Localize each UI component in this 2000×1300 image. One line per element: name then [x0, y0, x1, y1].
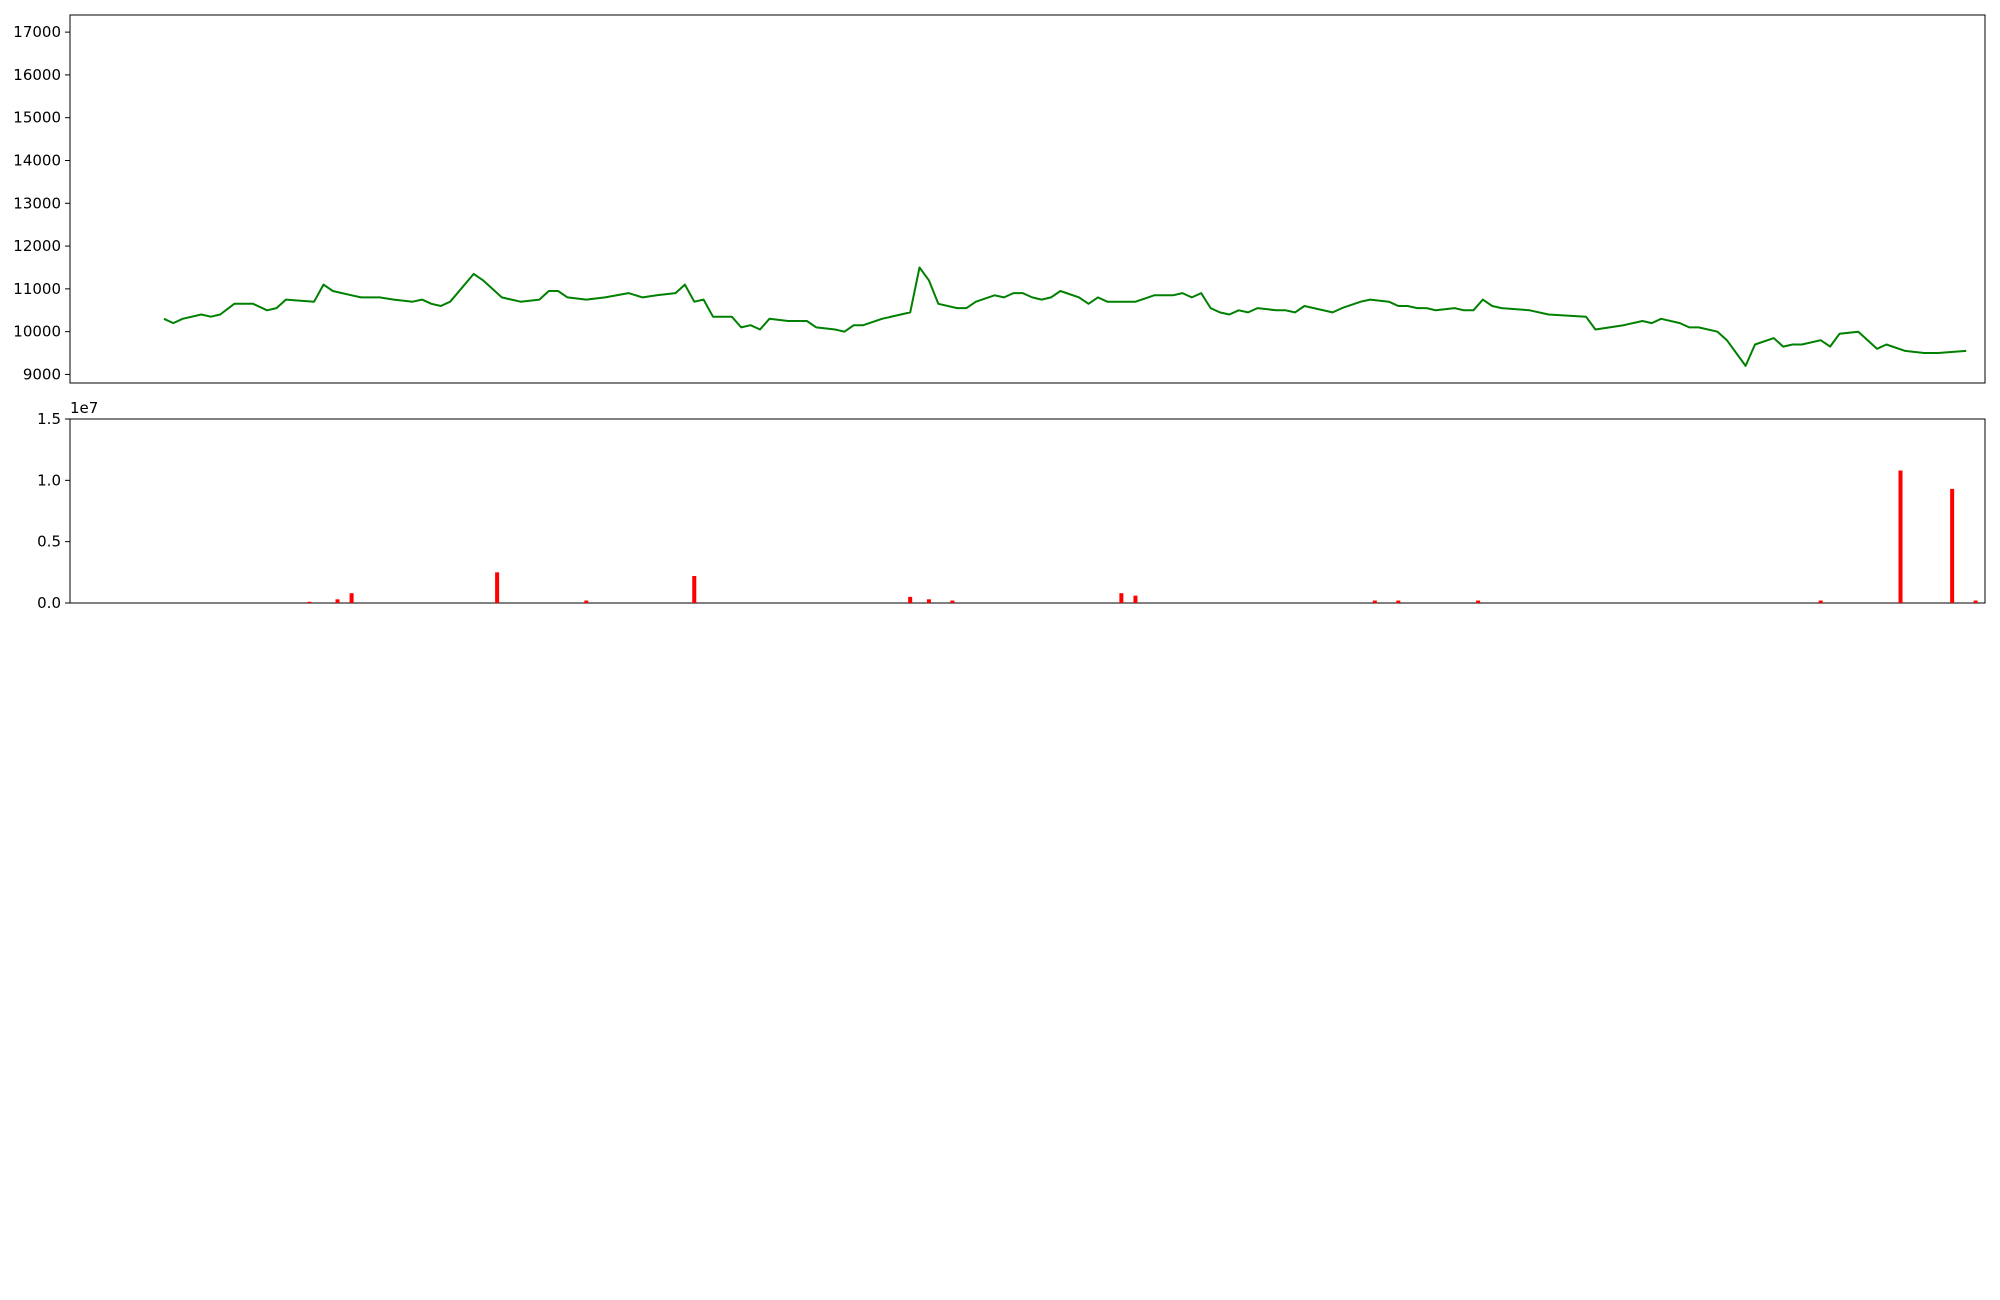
price-line [163, 266, 1967, 367]
volume-bar [908, 596, 913, 603]
y-tick-label-price: 13000 [13, 194, 61, 212]
volume-bar [584, 600, 589, 603]
volume-bar [1818, 600, 1823, 603]
y-tick-label-price: 14000 [13, 151, 61, 169]
volume-bar [1396, 600, 1401, 603]
y-tick-label-price: 17000 [13, 23, 61, 41]
volume-bar [926, 599, 931, 603]
y-tick-label-price: 10000 [13, 323, 61, 341]
panel-frame-price [69, 14, 1986, 384]
panel-frame-volume [69, 418, 1986, 604]
axis-offset-label-volume: 1e7 [70, 399, 98, 417]
volume-bar [1476, 600, 1481, 603]
y-tick-label-price: 15000 [13, 109, 61, 127]
volume-bar [1372, 600, 1377, 603]
y-tick-label-volume: 1.5 [37, 410, 61, 428]
chart-text: 9000 10000 11000 12000 13000 14000 15000 16000 1… [13, 23, 98, 612]
volume-bar [950, 600, 955, 603]
volume-bar [1133, 595, 1138, 603]
chart-panels [65, 14, 1986, 604]
y-tick-label-volume: 1.0 [37, 471, 61, 489]
volume-bar [349, 593, 354, 603]
y-tick-label-volume: 0.5 [37, 533, 61, 551]
chart-marks [163, 266, 1978, 603]
volume-bar [307, 601, 312, 603]
volume-bar [1119, 593, 1124, 603]
y-tick-label-price: 11000 [13, 280, 61, 298]
volume-bar [692, 576, 697, 603]
volume-bar [1950, 488, 1955, 603]
volume-bar [335, 599, 340, 603]
y-tick-label-price: 9000 [23, 365, 61, 383]
y-tick-label-price: 12000 [13, 237, 61, 255]
volume-bar [1973, 600, 1978, 603]
y-tick-label-price: 16000 [13, 66, 61, 84]
volume-bar [1898, 470, 1903, 603]
y-tick-label-volume: 0.0 [37, 594, 61, 612]
volume-bar [495, 572, 500, 603]
